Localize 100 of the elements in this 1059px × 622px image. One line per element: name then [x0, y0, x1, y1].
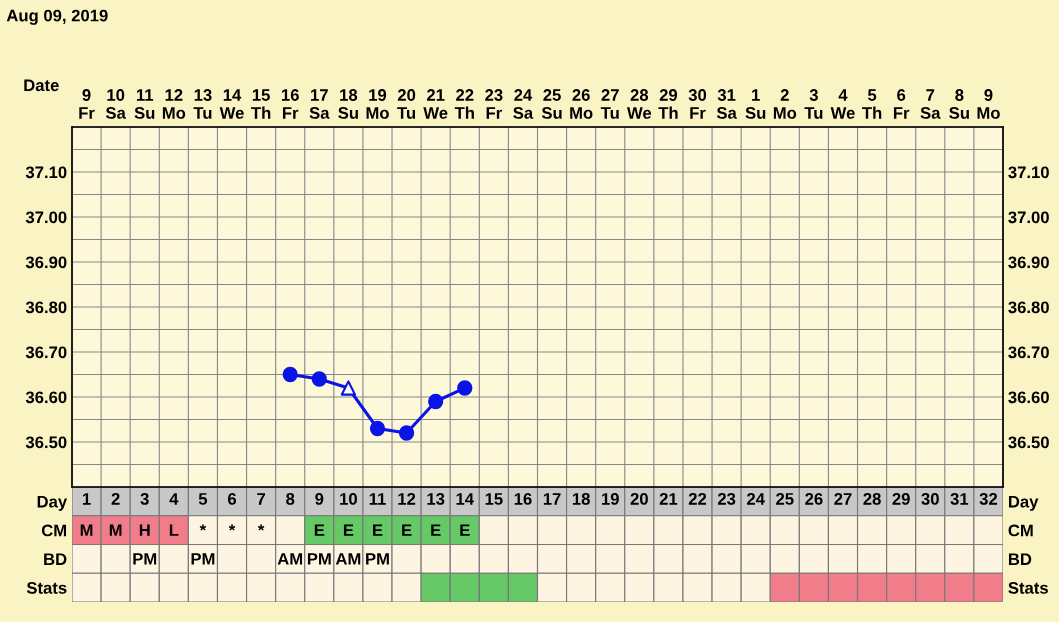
text: E — [431, 524, 441, 536]
x-tick-label: 19 Mo — [366, 89, 389, 119]
x2-tick-label: 30 — [921, 493, 939, 505]
x2-tick-label: 5 — [198, 493, 208, 505]
point — [428, 393, 444, 410]
x-tick-label: 6 Fr — [893, 89, 910, 119]
y2-tick-label: 36.90 — [1008, 256, 1049, 269]
text: E — [314, 524, 325, 536]
point — [398, 425, 415, 441]
category-label: Day — [1008, 495, 1039, 511]
x2-tick-label: 19 — [602, 493, 619, 505]
x2-tick-label: 8 — [286, 493, 295, 505]
text: AM — [335, 553, 361, 565]
x2-tick-label: 26 — [805, 493, 823, 505]
x2-tick-label: 27 — [834, 493, 852, 505]
text: L — [169, 524, 179, 536]
x2-tick-label: 20 — [630, 493, 648, 505]
category-label: Stats — [26, 582, 67, 594]
y2-tick-label: 36.50 — [1008, 436, 1049, 449]
text: PM — [191, 553, 215, 565]
x2-tick-label: 22 — [688, 493, 707, 505]
text: M — [80, 524, 93, 536]
x-tick-label: 24 Sa — [513, 89, 534, 119]
x2-tick-label: 9 — [315, 493, 324, 505]
y2-tick-label: 36.70 — [1008, 346, 1049, 359]
text: E — [460, 524, 470, 536]
x-tick-label: 25 Su — [541, 89, 562, 119]
x-tick-label: 30 Fr — [688, 89, 707, 119]
x-tick-label: 13 Tu — [193, 89, 212, 119]
text: M — [109, 524, 122, 536]
text: E — [373, 524, 383, 536]
y-tick-label: 36.80 — [25, 301, 67, 314]
x2-tick-label: 21 — [659, 493, 678, 505]
x-tick-label: 11 Su — [134, 89, 155, 119]
x-tick-label: 17 Sa — [309, 89, 330, 119]
x2-tick-label: 25 — [776, 493, 794, 505]
point — [369, 420, 386, 437]
x-tick-label: 10 Sa — [105, 89, 126, 119]
x2-tick-label: 14 — [456, 493, 474, 505]
text: * — [228, 524, 236, 531]
text: AM — [277, 553, 303, 565]
x2-tick-label: 10 — [340, 493, 357, 505]
x2-tick-label: 32 — [979, 493, 998, 505]
y-tick-label: 37.10 — [25, 166, 67, 179]
point — [282, 366, 298, 383]
x2-tick-label: 15 — [485, 493, 503, 505]
text: H — [139, 524, 150, 536]
y2-tick-label: 37.00 — [1008, 211, 1049, 224]
x-tick-label: 22 Th — [454, 89, 474, 119]
x2-tick-label: 3 — [140, 493, 149, 505]
x-tick-label: 18 Su — [338, 89, 358, 119]
category-label: Stats — [1008, 582, 1048, 594]
point — [311, 371, 327, 387]
x2-tick-label: 18 — [572, 493, 590, 505]
x-tick-label: 14 We — [219, 89, 244, 119]
text: * — [199, 524, 207, 531]
y2-tick-label: 36.60 — [1008, 391, 1049, 404]
x-tick-label: 7 Sa — [920, 89, 941, 119]
x-tick-label: 4 We — [830, 89, 855, 119]
x-tick-label: 31 Sa — [716, 89, 737, 119]
x-tick-label: 8 Su — [949, 89, 969, 119]
x-tick-label: 29 Th — [658, 89, 678, 119]
x2-tick-label: 6 — [227, 493, 237, 505]
x2-tick-label: 4 — [169, 493, 179, 505]
x-axis-title: Date — [24, 79, 59, 92]
x-tick-label: 12 Mo — [162, 89, 186, 119]
text: E — [402, 524, 412, 536]
x-tick-label: 27 Tu — [600, 89, 619, 119]
y-tick-label: 37.00 — [25, 211, 67, 224]
x2-tick-label: 12 — [398, 493, 416, 505]
text: E — [343, 524, 354, 536]
category-label: CM — [1008, 524, 1033, 537]
y-tick-label: 36.90 — [25, 256, 67, 269]
x-tick-label: 9 Fr — [79, 89, 95, 119]
x2-tick-label: 28 — [863, 493, 881, 505]
y-tick-label: 36.70 — [25, 346, 67, 359]
x-tick-label: 1 Su — [745, 89, 766, 119]
y-tick-label: 36.50 — [25, 436, 67, 449]
x2-tick-label: 11 — [369, 493, 386, 505]
x-tick-label: 21 We — [423, 89, 448, 119]
x-tick-label: 15 Th — [251, 89, 271, 119]
y2-tick-label: 37.10 — [1008, 166, 1049, 179]
x2-tick-label: 13 — [427, 493, 445, 505]
x2-tick-label: 16 — [514, 493, 532, 505]
x2-tick-label: 31 — [950, 493, 969, 505]
x2-tick-label: 23 — [717, 493, 736, 505]
point — [340, 380, 357, 396]
text: * — [257, 524, 265, 531]
chart-title: Aug 09, 2019 — [6, 9, 108, 25]
x-tick-label: 23 Fr — [485, 89, 503, 119]
x2-tick-label: 7 — [257, 493, 266, 505]
x-tick-label: 5 Th — [862, 89, 882, 119]
y2-tick-label: 36.80 — [1008, 301, 1049, 314]
y-tick-label: 36.60 — [25, 391, 67, 404]
x2-tick-label: 1 — [82, 493, 91, 505]
text: PM — [307, 553, 331, 565]
category-label: CM — [41, 524, 67, 537]
x2-tick-label: 29 — [892, 493, 910, 505]
text: PM — [366, 553, 389, 565]
text: PM — [133, 553, 157, 565]
